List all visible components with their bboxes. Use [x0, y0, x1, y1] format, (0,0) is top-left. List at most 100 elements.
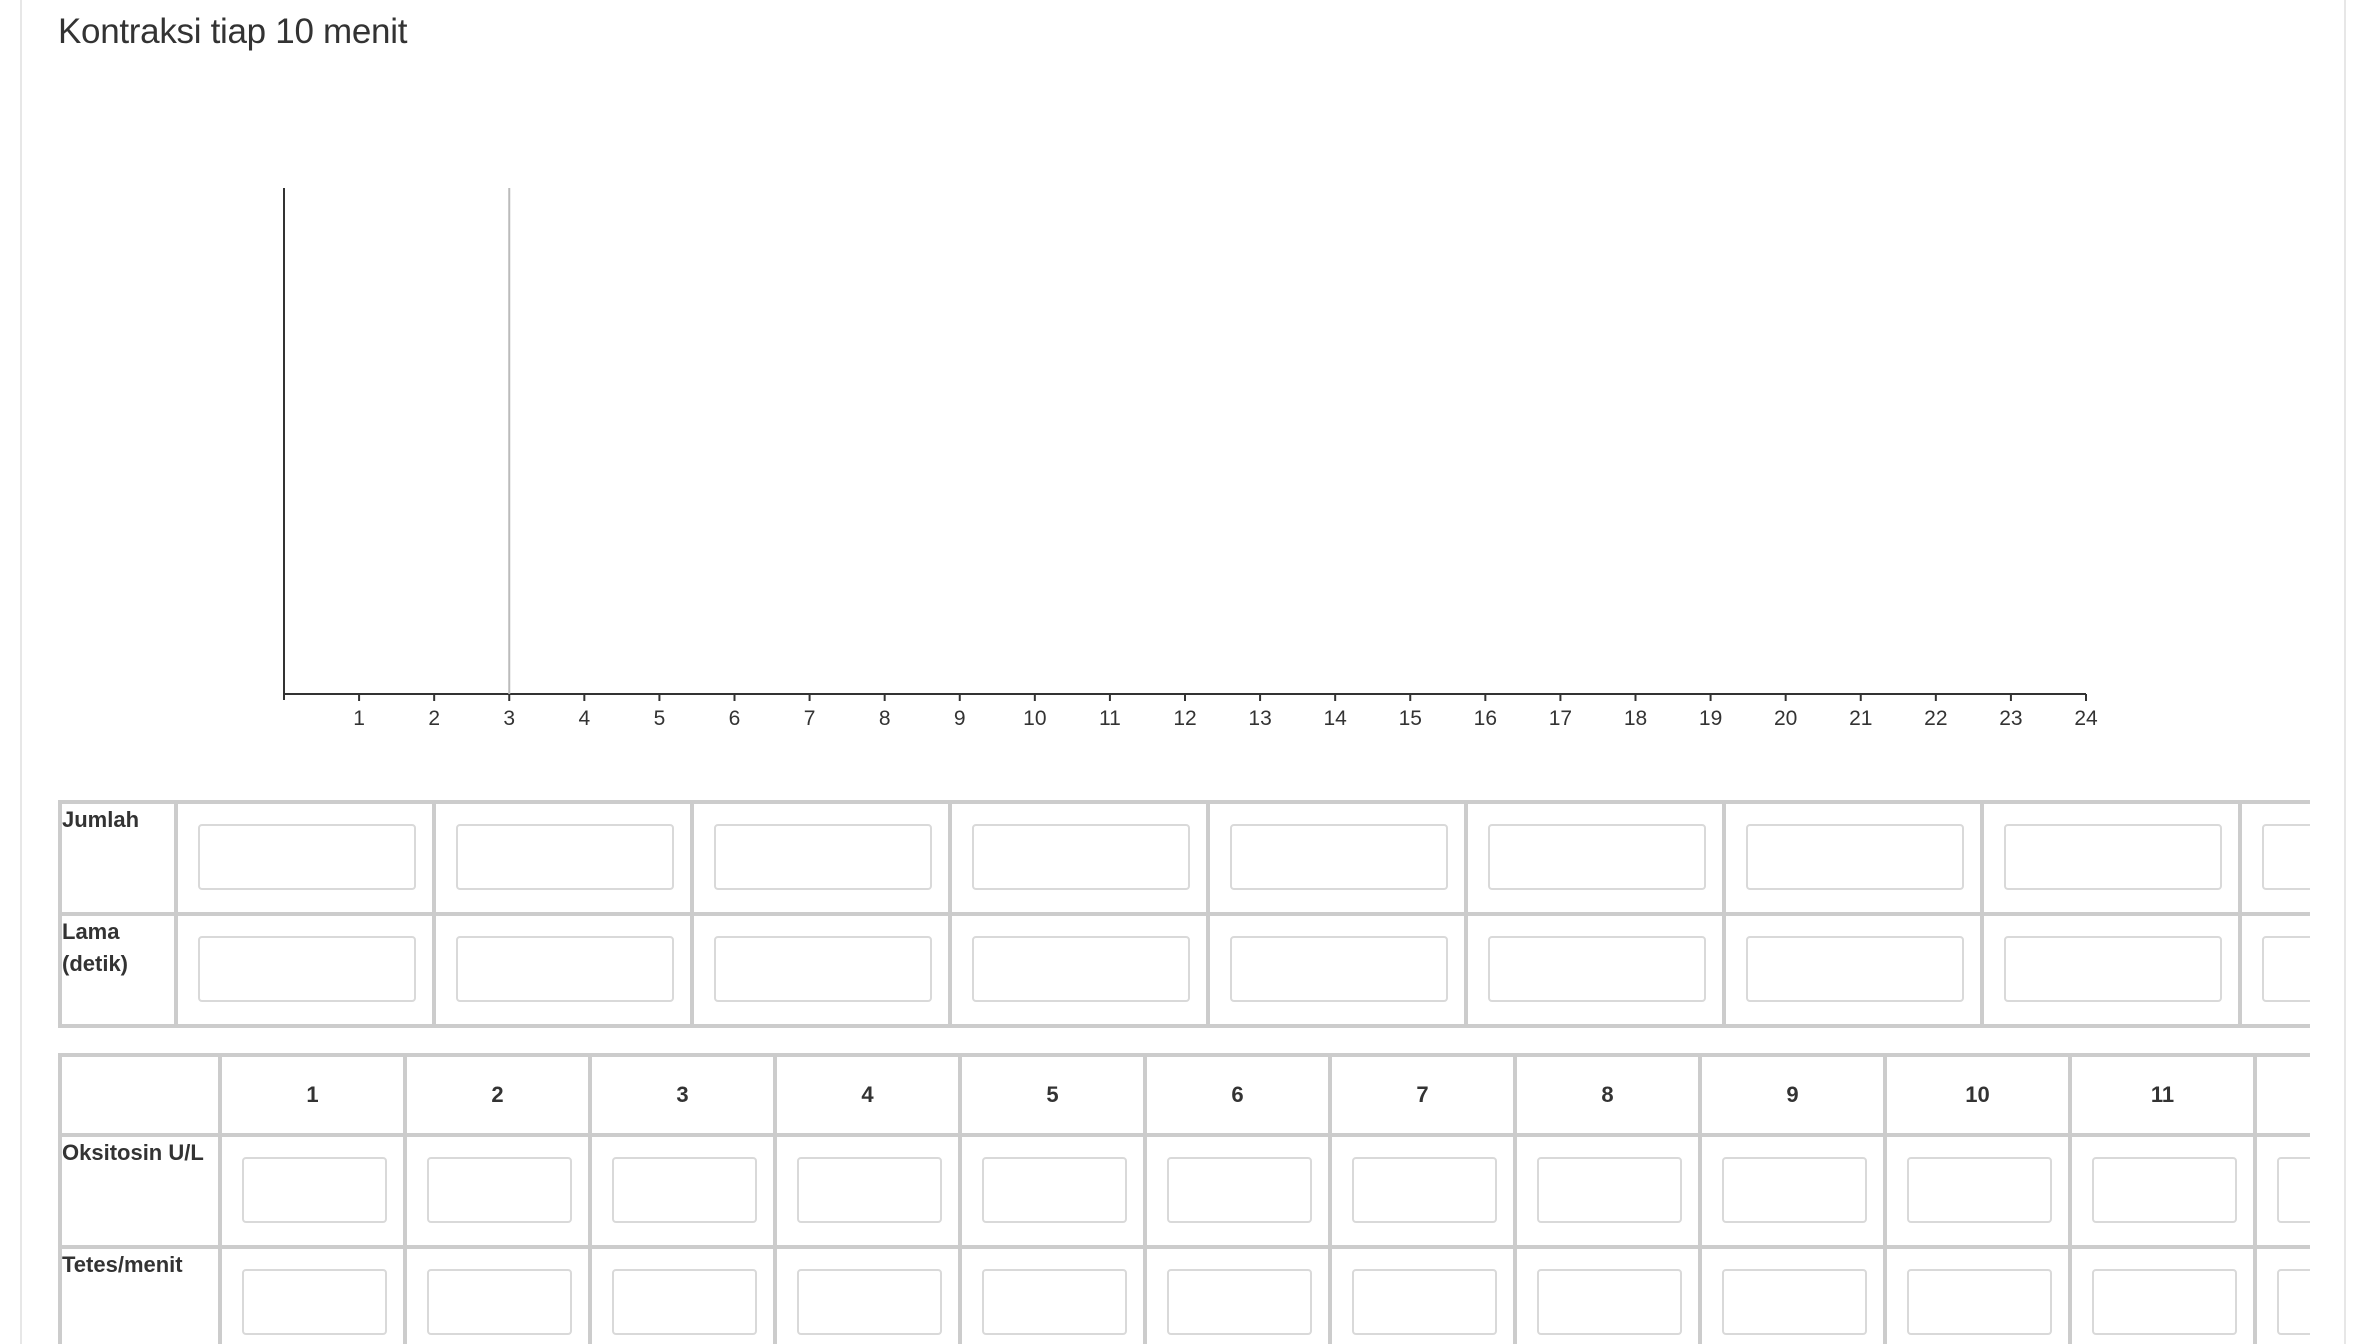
cell-input[interactable]	[1230, 824, 1448, 890]
table-row: Tetes/menit	[58, 1245, 2310, 1344]
column-header: 1	[218, 1053, 407, 1137]
table-cell	[174, 912, 436, 1028]
column-header: 8	[1513, 1053, 1702, 1137]
cell-input[interactable]	[1907, 1157, 2052, 1223]
cell-input[interactable]	[2277, 1157, 2310, 1223]
table-cell	[2253, 1245, 2310, 1344]
cell-input[interactable]	[1722, 1157, 1867, 1223]
cell-input[interactable]	[2004, 824, 2222, 890]
cell-input[interactable]	[2004, 936, 2222, 1002]
cell-input[interactable]	[242, 1157, 387, 1223]
cell-input[interactable]	[797, 1269, 942, 1335]
table-cell	[588, 1133, 777, 1249]
cell-input[interactable]	[427, 1157, 572, 1223]
column-header: 3	[588, 1053, 777, 1137]
table-cell	[1464, 912, 1726, 1028]
cell-input[interactable]	[2092, 1269, 2237, 1335]
cell-input[interactable]	[1488, 824, 1706, 890]
table-cell	[1722, 800, 1984, 916]
table-row: Jumlah	[58, 800, 2310, 916]
x-tick-label: 1	[353, 707, 365, 730]
column-header: 6	[1143, 1053, 1332, 1137]
cell-input[interactable]	[198, 936, 416, 1002]
cell-input[interactable]	[2092, 1157, 2237, 1223]
table-cell	[403, 1133, 592, 1249]
column-header: 7	[1328, 1053, 1517, 1137]
cell-input[interactable]	[427, 1269, 572, 1335]
cell-input[interactable]	[1167, 1269, 1312, 1335]
x-tick-label: 11	[1099, 707, 1121, 730]
cell-input[interactable]	[2262, 936, 2310, 1002]
table-cell	[690, 912, 952, 1028]
contraction-table-scroll[interactable]: Jumlah Lama (detik)	[58, 800, 2310, 1028]
cell-input[interactable]	[972, 936, 1190, 1002]
cell-input[interactable]	[1722, 1269, 1867, 1335]
x-tick-label: 4	[578, 707, 590, 730]
x-tick-label: 19	[1699, 707, 1722, 730]
table-cell	[1883, 1133, 2072, 1249]
cell-input[interactable]	[1746, 824, 1964, 890]
cell-input[interactable]	[982, 1269, 1127, 1335]
cell-input[interactable]	[1352, 1269, 1497, 1335]
oxytocin-table-scroll[interactable]: 1 2 3 4 5 6 7 8 9 10 11 Oksitosin U/L Tetes/menit	[58, 1053, 2310, 1344]
table-cell	[958, 1245, 1147, 1344]
x-tick-label: 5	[654, 707, 666, 730]
cell-input[interactable]	[972, 824, 1190, 890]
cell-input[interactable]	[456, 824, 674, 890]
table-cell	[948, 800, 1210, 916]
table-cell	[1143, 1133, 1332, 1249]
x-tick-label: 10	[1023, 707, 1046, 730]
table-cell	[773, 1245, 962, 1344]
x-tick-label: 20	[1774, 707, 1797, 730]
cell-input[interactable]	[1907, 1269, 2052, 1335]
table-cell	[1328, 1245, 1517, 1344]
cell-input[interactable]	[1537, 1269, 1682, 1335]
x-tick-label: 16	[1474, 707, 1497, 730]
table-cell	[2253, 1133, 2310, 1249]
column-header: 10	[1883, 1053, 2072, 1137]
cell-input[interactable]	[1230, 936, 1448, 1002]
x-tick-label: 15	[1399, 707, 1422, 730]
column-header	[2253, 1053, 2310, 1137]
cell-input[interactable]	[456, 936, 674, 1002]
cell-input[interactable]	[198, 824, 416, 890]
cell-input[interactable]	[1746, 936, 1964, 1002]
x-tick-label: 3	[503, 707, 515, 730]
header-row: 1 2 3 4 5 6 7 8 9 10 11	[58, 1053, 2310, 1137]
cell-input[interactable]	[797, 1157, 942, 1223]
cell-input[interactable]	[714, 824, 932, 890]
table-cell	[218, 1133, 407, 1249]
column-header: 5	[958, 1053, 1147, 1137]
table-cell	[1980, 912, 2242, 1028]
cell-input[interactable]	[982, 1157, 1127, 1223]
cell-input[interactable]	[612, 1157, 757, 1223]
x-tick-label: 13	[1248, 707, 1271, 730]
row-label: Lama (detik)	[58, 912, 178, 1028]
table-cell	[773, 1133, 962, 1249]
table-cell	[403, 1245, 592, 1344]
cell-input[interactable]	[2277, 1269, 2310, 1335]
column-header: 2	[403, 1053, 592, 1137]
cell-input[interactable]	[242, 1269, 387, 1335]
column-header: 11	[2068, 1053, 2257, 1137]
table-cell	[948, 912, 1210, 1028]
table-cell	[588, 1245, 777, 1344]
table-cell	[218, 1245, 407, 1344]
cell-input[interactable]	[1537, 1157, 1682, 1223]
cell-input[interactable]	[2262, 824, 2310, 890]
table-cell	[2238, 800, 2310, 916]
table-cell	[1513, 1245, 1702, 1344]
table-cell	[432, 800, 694, 916]
table-row: Lama (detik)	[58, 912, 2310, 1028]
cell-input[interactable]	[1488, 936, 1706, 1002]
table-cell	[1206, 800, 1468, 916]
row-label: Oksitosin U/L	[58, 1133, 222, 1249]
contraction-chart: 1 2 3 4 5 6 7 8 9 10 11 12 13 14 15 16 17 18 19 20 21 22 23 24	[283, 188, 2098, 730]
cell-input[interactable]	[1352, 1157, 1497, 1223]
cell-input[interactable]	[1167, 1157, 1312, 1223]
table-cell	[1698, 1133, 1887, 1249]
row-label: Tetes/menit	[58, 1245, 222, 1344]
cell-input[interactable]	[612, 1269, 757, 1335]
cell-input[interactable]	[714, 936, 932, 1002]
column-header: 4	[773, 1053, 962, 1137]
